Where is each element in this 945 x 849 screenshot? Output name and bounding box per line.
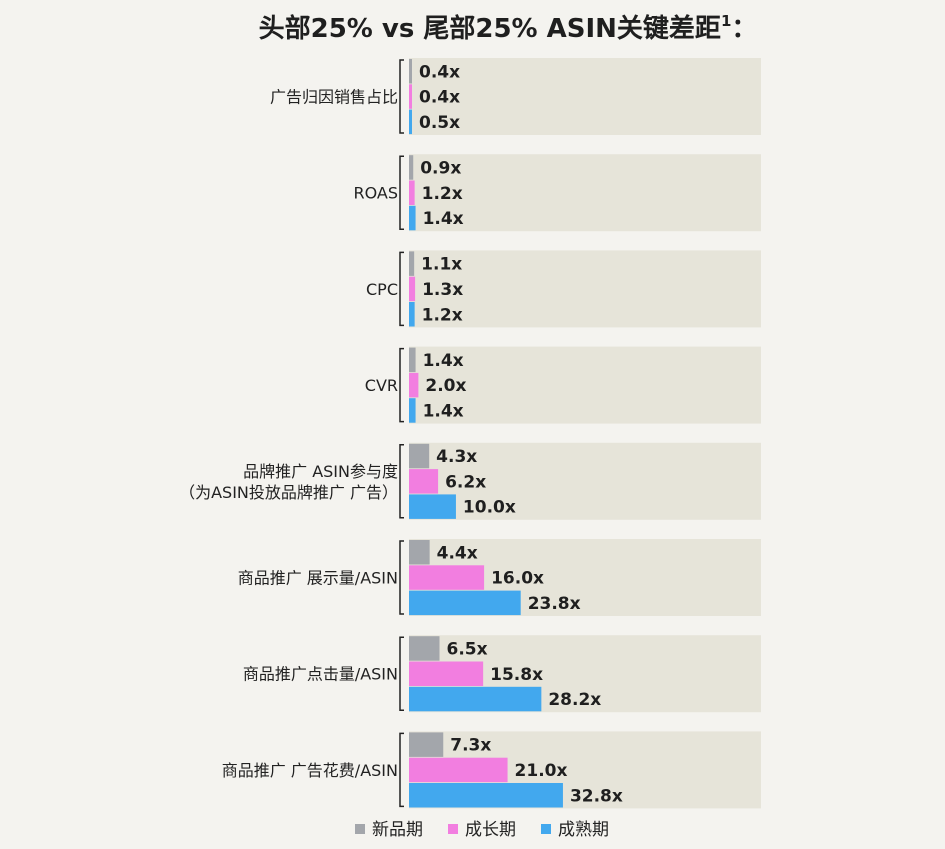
data-label: 2.0x <box>425 376 466 396</box>
data-label: 0.4x <box>419 88 460 108</box>
category-label: 商品推广 展示量/ASIN <box>238 569 398 588</box>
data-label: 1.3x <box>422 280 463 300</box>
legend-entry: 成长期 <box>465 820 516 840</box>
category-label: 品牌推广 ASIN参与度 <box>243 462 398 481</box>
legend-swatch <box>448 824 458 834</box>
data-label: 23.8x <box>528 594 581 614</box>
category-group: 商品推广 展示量/ASIN 4.4x 16.0x 23.8x <box>238 539 761 616</box>
data-label: 4.4x <box>437 543 478 563</box>
category-label: 广告归因销售占比 <box>270 88 398 107</box>
bar <box>409 443 430 469</box>
legend-entry: 成熟期 <box>558 819 609 840</box>
group-bracket <box>399 444 404 519</box>
bar <box>409 757 508 783</box>
data-label: 28.2x <box>548 690 601 710</box>
bar <box>409 372 419 398</box>
data-label: 1.2x <box>422 305 463 325</box>
category-label: 商品推广点击量/ASIN <box>243 665 398 684</box>
category-label: ROAS <box>353 184 398 203</box>
data-label: 16.0x <box>491 569 544 589</box>
bar <box>409 494 456 519</box>
category-label: CVR <box>365 376 398 395</box>
bar <box>409 251 415 276</box>
data-label: 0.9x <box>420 158 461 178</box>
bar <box>409 276 416 302</box>
bar <box>409 302 415 327</box>
category-label: （为ASIN投放品牌推广 广告） <box>179 483 398 502</box>
data-label: 1.1x <box>421 255 462 275</box>
bar <box>409 783 563 808</box>
legend-swatch <box>541 824 551 834</box>
bar <box>409 732 444 757</box>
data-label: 10.0x <box>463 498 516 518</box>
data-label: 1.4x <box>423 209 464 229</box>
panel-background <box>409 442 761 520</box>
bar <box>409 686 542 712</box>
panel-background <box>409 154 761 232</box>
category-group: CPC 1.1x 1.3x 1.2x <box>366 250 761 328</box>
bar <box>409 540 430 565</box>
bar <box>409 661 484 686</box>
group-bracket <box>399 59 404 134</box>
data-label: 7.3x <box>450 736 491 756</box>
chart-title-suffix: ： <box>731 14 757 44</box>
category-group: 广告归因销售占比 0.4x 0.4x 0.5x <box>270 58 761 135</box>
category-group: ROAS 0.9x 1.2x 1.4x <box>353 154 761 232</box>
group-bracket <box>399 732 404 808</box>
panel-background <box>409 250 761 328</box>
data-label: 1.4x <box>423 401 464 421</box>
data-label: 32.8x <box>570 786 623 806</box>
bar <box>409 205 416 231</box>
bar <box>409 469 439 494</box>
data-label: 0.5x <box>419 113 460 133</box>
legend-entry: 新品期 <box>372 820 423 840</box>
bar <box>409 565 485 590</box>
bar <box>409 636 440 661</box>
bar <box>409 398 416 423</box>
chart-groups: 广告归因销售占比 0.4x 0.4x 0.5x ROAS 0.9x 1.2x 1.4x CPC 1… <box>179 58 761 809</box>
data-label: 1.4x <box>423 351 464 371</box>
data-label: 0.4x <box>419 62 460 82</box>
category-label: CPC <box>366 280 398 299</box>
category-group: 品牌推广 ASIN参与度 （为ASIN投放品牌推广 广告） 4.3x 6.2x 10.0… <box>179 442 761 520</box>
data-label: 21.0x <box>515 761 568 781</box>
data-label: 15.8x <box>490 665 543 685</box>
group-bracket <box>399 251 404 327</box>
group-bracket <box>399 636 404 711</box>
bar <box>409 109 412 135</box>
group-bracket <box>399 347 404 423</box>
panel-background <box>409 58 761 135</box>
data-label: 6.5x <box>447 639 488 659</box>
bar <box>409 180 415 205</box>
chart-title-superscript: 1 <box>721 12 731 30</box>
panel-background <box>409 346 761 424</box>
bar <box>409 347 416 373</box>
data-label: 6.2x <box>445 472 486 492</box>
bar <box>409 84 412 109</box>
legend-swatch <box>355 824 365 834</box>
data-label: 1.2x <box>422 184 463 204</box>
group-bracket <box>399 540 404 615</box>
chart-legend: 新品期 成长期 成熟期 <box>355 819 609 840</box>
group-bracket <box>399 155 404 230</box>
category-label: 商品推广 广告花费/ASIN <box>222 761 398 780</box>
bar <box>409 590 521 616</box>
chart-title-main: 头部25% vs 尾部25% ASIN关键差距 <box>259 13 721 44</box>
bar <box>409 155 414 180</box>
data-label: 4.3x <box>436 447 477 467</box>
bar <box>409 59 412 84</box>
chart-title: 头部25% vs 尾部25% ASIN关键差距1： <box>259 12 758 44</box>
category-group: CVR 1.4x 2.0x 1.4x <box>365 346 761 424</box>
